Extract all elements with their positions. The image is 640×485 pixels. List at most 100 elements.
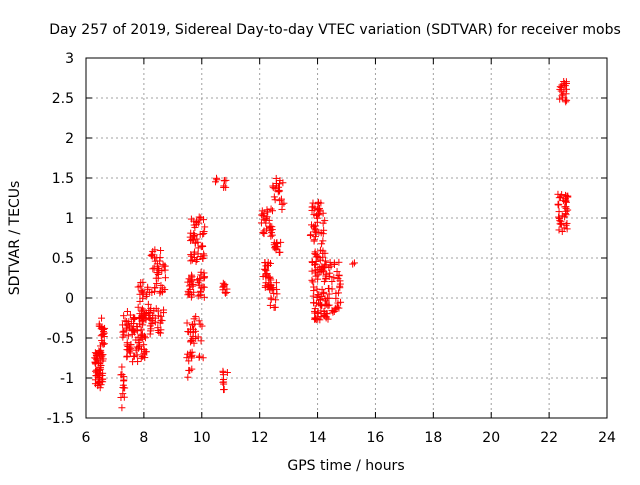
data-point bbox=[557, 220, 565, 228]
data-point bbox=[95, 349, 103, 357]
data-point bbox=[222, 176, 230, 184]
data-point bbox=[312, 257, 320, 265]
data-point bbox=[333, 268, 341, 276]
tick-labels: 6 8 10 12 14 16 18 20 22 24 -1.5 -1 -0.5 0 0.5 1 1.5 2 2.5… bbox=[47, 51, 616, 446]
data-point bbox=[137, 326, 145, 334]
data-point bbox=[200, 250, 208, 258]
data-point bbox=[161, 286, 169, 294]
data-point bbox=[125, 318, 133, 326]
data-point bbox=[139, 288, 147, 296]
data-point bbox=[271, 303, 279, 311]
data-point bbox=[158, 317, 166, 325]
data-point bbox=[310, 283, 318, 291]
data-point bbox=[308, 221, 316, 229]
data-point bbox=[263, 206, 271, 214]
data-point bbox=[118, 404, 126, 412]
data-point bbox=[134, 283, 142, 291]
data-point bbox=[311, 233, 319, 241]
data-point bbox=[161, 262, 169, 270]
data-point bbox=[124, 346, 132, 354]
data-point bbox=[183, 319, 191, 327]
data-point bbox=[266, 274, 274, 282]
data-point bbox=[188, 271, 196, 279]
data-point bbox=[260, 229, 268, 237]
data-point bbox=[310, 299, 318, 307]
y-axis-label: SDTVAR / TECUs bbox=[7, 181, 23, 296]
data-point bbox=[191, 231, 199, 239]
data-point bbox=[198, 322, 206, 330]
data-point bbox=[184, 373, 192, 381]
data-point bbox=[151, 257, 159, 265]
data-point bbox=[317, 307, 325, 315]
data-point bbox=[93, 356, 101, 364]
data-point bbox=[268, 207, 276, 215]
data-point bbox=[280, 199, 288, 207]
data-point bbox=[562, 197, 570, 205]
data-point bbox=[184, 291, 192, 299]
data-point bbox=[315, 211, 323, 219]
data-point bbox=[270, 289, 278, 297]
data-point bbox=[144, 285, 152, 293]
data-point bbox=[93, 366, 101, 374]
data-point bbox=[276, 248, 284, 256]
x-tick-label: 18 bbox=[424, 430, 442, 446]
data-point bbox=[314, 291, 322, 299]
data-point bbox=[564, 206, 572, 214]
data-point bbox=[146, 309, 154, 317]
data-point bbox=[334, 289, 342, 297]
y-tick-label: 3 bbox=[65, 51, 74, 67]
data-point bbox=[257, 219, 265, 227]
data-point bbox=[265, 216, 273, 224]
data-point bbox=[321, 217, 329, 225]
data-point bbox=[332, 305, 340, 313]
data-point bbox=[560, 87, 568, 95]
data-point bbox=[308, 203, 316, 211]
data-point bbox=[267, 295, 275, 303]
data-point bbox=[261, 265, 269, 273]
data-point bbox=[119, 390, 127, 398]
data-point bbox=[219, 367, 227, 375]
y-tick-label: -1 bbox=[60, 371, 74, 387]
data-point bbox=[200, 274, 208, 282]
data-point bbox=[138, 305, 146, 313]
data-point bbox=[562, 198, 570, 206]
data-point bbox=[555, 213, 563, 221]
data-point bbox=[148, 289, 156, 297]
data-point bbox=[321, 249, 329, 257]
data-point bbox=[134, 303, 142, 311]
y-tick-label: -0.5 bbox=[47, 331, 74, 347]
data-point bbox=[99, 375, 107, 383]
data-point bbox=[322, 297, 330, 305]
data-point bbox=[95, 320, 103, 328]
x-tick-label: 10 bbox=[193, 430, 211, 446]
data-point bbox=[326, 269, 334, 277]
data-point bbox=[185, 289, 193, 297]
data-point bbox=[188, 354, 196, 362]
y-tick-label: 2 bbox=[65, 131, 74, 147]
data-point bbox=[91, 359, 99, 367]
data-point bbox=[197, 337, 205, 345]
data-point bbox=[276, 197, 284, 205]
data-point bbox=[272, 279, 280, 287]
data-point bbox=[320, 290, 328, 298]
data-point bbox=[264, 282, 272, 290]
data-point bbox=[560, 78, 568, 86]
data-point bbox=[220, 385, 228, 393]
data-point bbox=[141, 348, 149, 356]
data-point bbox=[121, 384, 129, 392]
data-point bbox=[265, 281, 273, 289]
data-point bbox=[334, 299, 342, 307]
data-point bbox=[186, 285, 194, 293]
data-point bbox=[335, 271, 343, 279]
data-point bbox=[127, 341, 135, 349]
data-point bbox=[133, 351, 141, 359]
data-point bbox=[123, 307, 131, 315]
data-point bbox=[555, 194, 563, 202]
data-point bbox=[219, 371, 227, 379]
data-point bbox=[271, 185, 279, 193]
data-point bbox=[267, 232, 275, 240]
data-point bbox=[561, 203, 569, 211]
data-point bbox=[330, 274, 338, 282]
data-point bbox=[335, 304, 343, 312]
